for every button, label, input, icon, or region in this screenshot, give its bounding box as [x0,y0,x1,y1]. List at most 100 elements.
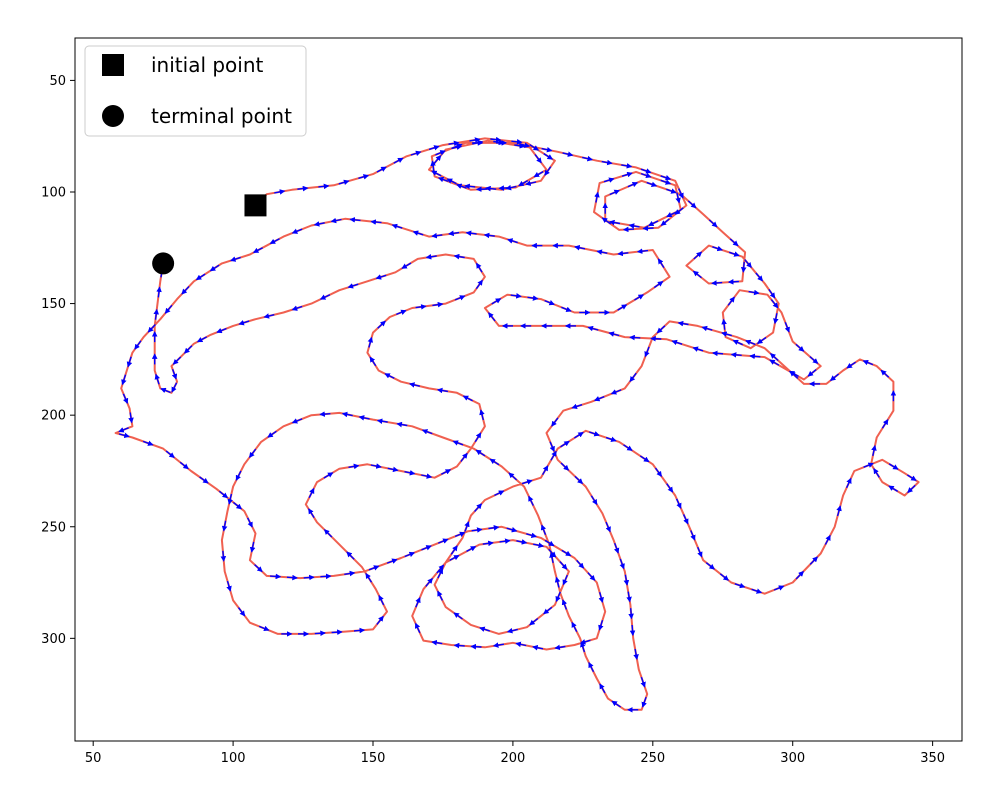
direction-arrow [888,485,899,492]
direction-arrow [440,469,452,475]
direction-arrow [666,188,677,194]
direction-arrow [751,588,763,594]
direction-arrow [452,440,464,446]
direction-arrow [209,264,220,272]
direction-arrow [318,183,330,190]
direction-arrow [554,576,561,588]
direction-arrow [479,409,485,421]
direction-arrow [611,700,621,708]
direction-arrow [697,546,703,558]
direction-arrow [596,249,608,255]
direction-arrow [376,418,388,424]
direction-arrow [678,188,684,199]
direction-arrow [622,226,635,233]
direction-arrow [506,526,518,533]
direction-arrow [721,331,732,337]
direction-arrow [347,283,359,289]
direction-arrow [384,373,395,379]
direction-arrow [353,627,366,634]
direction-arrow [483,232,495,239]
direction-arrow [121,374,127,386]
direction-arrow [220,550,227,562]
direction-arrow [599,683,606,694]
direction-arrow [660,179,672,185]
direction-arrow [195,273,206,281]
direction-arrow [560,440,570,448]
direction-arrow [470,643,482,650]
direction-arrow [727,279,739,285]
direction-arrow [629,624,636,637]
direction-arrow [474,432,482,443]
direction-arrow [488,525,500,531]
direction-arrow [712,245,723,252]
direction-arrow [863,462,874,468]
direction-arrow [246,517,253,528]
direction-arrow [438,538,449,544]
direction-arrow [544,539,555,547]
direction-arrow [437,568,444,579]
direction-arrow [795,343,805,352]
legend-box [84,45,307,137]
direction-arrow [629,334,641,341]
direction-arrow [708,219,718,228]
direction-arrow [412,230,424,236]
direction-arrow [291,228,303,234]
direction-arrow [907,474,917,481]
direction-arrow [773,585,785,591]
direction-arrow [216,327,227,334]
direction-arrow [627,181,639,188]
direction-arrow [396,309,407,316]
direction-arrow [376,166,387,173]
direction-arrow [561,549,572,557]
x-tick-label: 300 [780,751,805,766]
direction-arrow [181,286,190,295]
direction-arrow [769,353,779,362]
direction-arrow [880,369,890,378]
direction-arrow [267,430,277,438]
direction-arrow [768,289,776,299]
direction-arrow [674,207,684,215]
direction-arrow [654,467,662,478]
direction-arrow [376,615,384,625]
direction-arrow [642,225,654,232]
direction-arrow [391,223,403,230]
direction-arrow [562,151,574,157]
direction-arrow [671,339,683,346]
direction-arrow [677,320,689,327]
direction-arrow [431,232,443,239]
legend-square-marker [102,54,124,76]
direction-arrow [574,432,584,439]
direction-arrow [540,524,547,536]
direction-arrow [571,621,578,633]
direction-arrow [640,172,652,179]
direction-arrow [543,153,554,160]
direction-arrow [640,168,652,174]
direction-arrow [319,411,331,417]
y-tick-label: 150 [41,297,66,312]
direction-arrow [464,521,470,532]
direction-arrow [587,572,596,581]
direction-arrow [415,304,427,310]
direction-arrow [809,356,819,364]
direction-arrow [574,475,584,485]
direction-arrow [529,144,540,151]
direction-arrow [789,370,799,379]
direction-arrow [475,449,486,457]
direction-arrow [619,558,625,570]
direction-arrow [527,295,539,301]
direction-arrow [534,154,542,164]
direction-arrow [297,185,309,192]
x-tick-label: 200 [500,751,525,766]
direction-arrow [156,286,162,298]
direction-arrow [269,238,280,245]
x-tick-label: 150 [361,751,386,766]
direction-arrow [235,470,242,481]
direction-arrow [331,629,343,635]
direction-arrow [323,529,333,538]
direction-arrow [745,339,756,346]
direction-arrow [675,498,682,509]
axes: 50 100 150 200 250 300 350 50 100 150 200 250 300 [41,74,945,766]
direction-arrow [369,356,377,367]
direction-arrow [431,639,443,646]
direction-arrow [608,331,620,337]
